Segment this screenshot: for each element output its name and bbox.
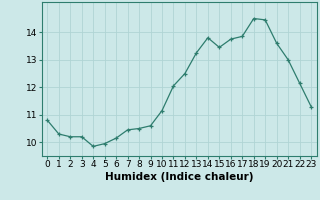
X-axis label: Humidex (Indice chaleur): Humidex (Indice chaleur) xyxy=(105,172,253,182)
